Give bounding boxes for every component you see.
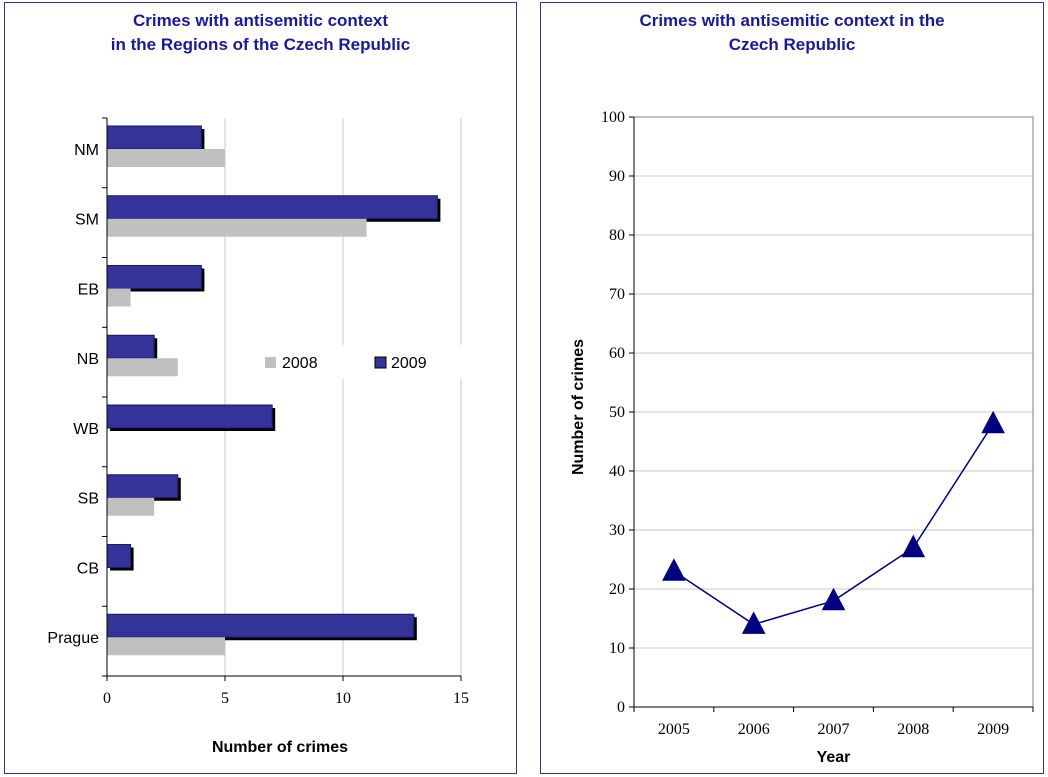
data-point-marker bbox=[741, 611, 766, 634]
y-category-label: NM bbox=[74, 142, 99, 159]
y-category-label: SB bbox=[78, 491, 99, 508]
x-tick-label: 0 bbox=[103, 690, 111, 707]
y-tick-label: 10 bbox=[609, 640, 625, 657]
legend-label-2008: 2008 bbox=[282, 355, 318, 372]
y-category-label: NB bbox=[77, 351, 99, 368]
bar-2009 bbox=[106, 265, 202, 289]
x-tick-label: 2005 bbox=[658, 721, 690, 738]
x-tick-label: 2009 bbox=[977, 721, 1009, 738]
national-chart-title-line1: Crimes with antisemitic context in the bbox=[639, 11, 945, 30]
regions-chart-title-line2: in the Regions of the Czech Republic bbox=[110, 35, 411, 54]
legend-label-2009: 2009 bbox=[391, 355, 427, 372]
bar-2008 bbox=[107, 218, 367, 237]
x-tick-label: 15 bbox=[453, 690, 469, 707]
y-category-label: WB bbox=[73, 421, 99, 438]
y-category-label: Prague bbox=[47, 630, 99, 647]
data-point-marker bbox=[901, 534, 926, 558]
bar-2008 bbox=[107, 497, 155, 516]
x-tick-label: 5 bbox=[221, 690, 229, 707]
bar-2009 bbox=[106, 404, 273, 429]
legend: 2008 2009 bbox=[255, 345, 479, 379]
y-tick-label: 50 bbox=[609, 404, 625, 421]
y-tick-label: 80 bbox=[609, 227, 625, 244]
bar-2009 bbox=[106, 544, 132, 568]
bar-2009 bbox=[106, 125, 202, 150]
x-tick-label: 2008 bbox=[897, 721, 929, 738]
bar-2008 bbox=[107, 288, 131, 307]
y-category-label: CB bbox=[77, 560, 99, 577]
x-tick-label: 10 bbox=[335, 690, 351, 707]
y-tick-label: 40 bbox=[609, 463, 625, 480]
x-tick-label: 2007 bbox=[818, 721, 850, 738]
y-axis-title: Number of crimes bbox=[570, 339, 587, 475]
y-tick-label: 100 bbox=[601, 109, 625, 126]
regions-chart-title-line1: Crimes with antisemitic context bbox=[132, 11, 389, 30]
regions-bar-chart: 0 5 10 15 NM SM EB NB WB SB CB Prague 2008 2009 Number… bbox=[47, 117, 479, 756]
legend-background bbox=[255, 345, 479, 379]
x-axis-title: Number of crimes bbox=[212, 739, 348, 756]
y-tick-label: 60 bbox=[609, 345, 625, 362]
y-tick-label: 30 bbox=[609, 522, 625, 539]
bar-2009 bbox=[106, 474, 179, 499]
national-chart-title-line2: Czech Republic bbox=[728, 35, 856, 54]
legend-swatch-2009 bbox=[374, 356, 387, 369]
y-category-label: SM bbox=[75, 212, 99, 229]
national-chart-panel: Crimes with antisemitic context in the C… bbox=[540, 2, 1044, 774]
y-tick-label: 0 bbox=[617, 699, 625, 716]
y-tick-label: 20 bbox=[609, 581, 625, 598]
bar-2008 bbox=[107, 637, 225, 656]
data-point-marker bbox=[821, 587, 846, 611]
y-category-label: EB bbox=[78, 281, 99, 298]
regions-chart-panel: Crimes with antisemitic context in the R… bbox=[4, 2, 517, 774]
x-axis-title: Year bbox=[817, 749, 851, 766]
y-tick-label: 70 bbox=[609, 286, 625, 303]
bar-2009 bbox=[106, 195, 438, 220]
bar-2009 bbox=[106, 334, 155, 359]
data-point-marker bbox=[981, 410, 1005, 434]
x-tick-label: 2006 bbox=[738, 721, 770, 738]
bar-2009 bbox=[106, 613, 415, 638]
y-tick-label: 90 bbox=[609, 168, 625, 185]
national-line-chart: 0 10 20 30 40 50 60 70 80 90 100 2005 2006 2007 2008 20… bbox=[570, 109, 1034, 766]
bar-2008 bbox=[107, 358, 178, 377]
data-point-marker bbox=[662, 558, 686, 581]
bar-2008 bbox=[107, 149, 225, 167]
legend-swatch-2008 bbox=[265, 357, 276, 368]
